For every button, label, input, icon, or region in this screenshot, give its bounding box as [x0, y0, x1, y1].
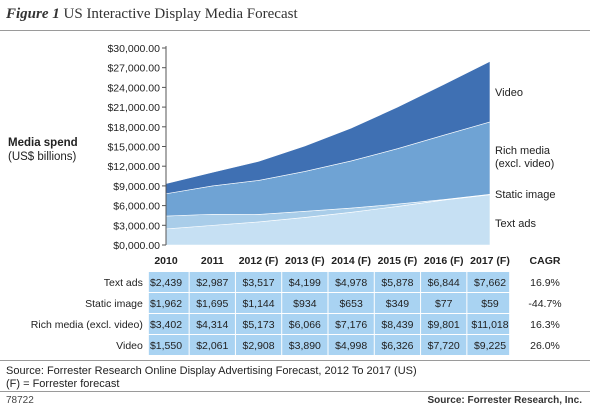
- table-cell: $1,695: [196, 298, 228, 310]
- table-cell: $9,801: [428, 319, 460, 331]
- table-bottom-rule: [0, 360, 590, 361]
- table-cell: $6,326: [381, 340, 413, 352]
- table-cell: $3,517: [243, 277, 275, 289]
- y-tick-label: $0,000.00: [113, 240, 160, 252]
- table-cell: $8,439: [381, 319, 413, 331]
- year-header: 2010: [154, 255, 178, 267]
- table-cell: $2,439: [150, 277, 182, 289]
- y-tick-label: $12,000.00: [107, 161, 160, 173]
- cagr-header: CAGR: [530, 255, 561, 267]
- figure-number: Figure 1: [6, 6, 60, 22]
- table-row-label: Text ads: [104, 277, 143, 289]
- table-cell: $934: [293, 298, 317, 310]
- y-tick-label: $15,000.00: [107, 142, 160, 154]
- table-row-label: Video: [116, 340, 143, 352]
- table-cell: $1,962: [150, 298, 182, 310]
- footer-source: Source: Forrester Research, Inc.: [427, 395, 582, 406]
- table-cell: $1,550: [150, 340, 182, 352]
- table-row-label: Rich media (excl. video): [31, 319, 143, 331]
- y-tick-label: $21,000.00: [107, 102, 160, 114]
- top-rule: [0, 30, 590, 31]
- year-header: 2016 (F): [424, 255, 464, 267]
- source-note-line1: Source: Forrester Research Online Displa…: [6, 365, 417, 377]
- figure-title: Figure 1 US Interactive Display Media Fo…: [6, 6, 298, 23]
- y-tick-label: $30,000.00: [107, 43, 160, 55]
- table-cell: $653: [339, 298, 363, 310]
- table-cagr-cell: 16.9%: [530, 277, 560, 289]
- table-cagr-cell: -44.7%: [528, 298, 561, 310]
- table-row-fill: [148, 335, 510, 355]
- table-cell: $5,878: [381, 277, 413, 289]
- label-rich-media: Rich media: [495, 145, 551, 157]
- table-cagr-cell: 16.3%: [530, 319, 560, 331]
- footer-id: 78722: [6, 395, 34, 406]
- table-cell: $6,066: [289, 319, 321, 331]
- source-note: Source: Forrester Research Online Displa…: [6, 365, 417, 391]
- table-row-label: Static image: [85, 298, 143, 310]
- y-tick-label: $9,000.00: [113, 181, 160, 193]
- table-cell: $4,199: [289, 277, 321, 289]
- table-cell: $6,844: [428, 277, 460, 289]
- figure-title-text: US Interactive Display Media Forecast: [63, 6, 298, 22]
- table-cell: $2,987: [196, 277, 228, 289]
- source-note-line2: (F) = Forrester forecast: [6, 378, 120, 390]
- label-text-ads: Text ads: [495, 218, 536, 230]
- table-cell: $11,018: [471, 319, 508, 331]
- y-axis-label: Media spend (US$ billions): [8, 136, 128, 164]
- table-cell: $2,061: [196, 340, 228, 352]
- table-cell: $4,314: [196, 319, 228, 331]
- table-cell: $4,998: [335, 340, 367, 352]
- table-cell: $7,662: [474, 277, 506, 289]
- year-header: 2015 (F): [378, 255, 418, 267]
- table-cell: $1,144: [243, 298, 275, 310]
- year-header: 2012 (F): [239, 255, 279, 267]
- table-row-fill: [148, 293, 510, 313]
- year-header: 2014 (F): [331, 255, 371, 267]
- table-cagr-cell: 26.0%: [530, 340, 560, 352]
- table-cell: $3,890: [289, 340, 321, 352]
- table-cell: $77: [435, 298, 453, 310]
- table-cell: $7,720: [428, 340, 460, 352]
- table-cell: $5,173: [243, 319, 275, 331]
- table-cell: $349: [386, 298, 410, 310]
- table-cell: $2,908: [243, 340, 275, 352]
- footer-rule: [0, 391, 590, 392]
- table-cell: $59: [481, 298, 499, 310]
- table-cell: $4,978: [335, 277, 367, 289]
- table-cell: $9,225: [474, 340, 506, 352]
- y-tick-label: $3,000.00: [113, 220, 160, 232]
- y-axis-label-sub: (US$ billions): [8, 151, 77, 163]
- year-header: 2011: [201, 255, 224, 267]
- area-chart: $0,000.00 $3,000.00 $6,000.00 $9,000.00 $12,…: [31, 43, 562, 355]
- table-row-fill: [148, 272, 510, 292]
- table-row-fill: [148, 314, 510, 334]
- table-cell: $7,176: [335, 319, 367, 331]
- label-rich-media-sub: (excl. video): [495, 158, 554, 170]
- y-axis-label-bold: Media spend: [8, 137, 78, 149]
- y-tick-label: $27,000.00: [107, 63, 160, 75]
- label-static-image: Static image: [495, 189, 556, 201]
- y-tick-label: $18,000.00: [107, 122, 160, 134]
- label-video: Video: [495, 87, 523, 99]
- y-tick-label: $24,000.00: [107, 82, 160, 94]
- table-cell: $3,402: [150, 319, 182, 331]
- area-video: [165, 60, 491, 195]
- year-header: 2013 (F): [285, 255, 325, 267]
- year-header: 2017 (F): [470, 255, 510, 267]
- y-tick-label: $6,000.00: [113, 201, 160, 213]
